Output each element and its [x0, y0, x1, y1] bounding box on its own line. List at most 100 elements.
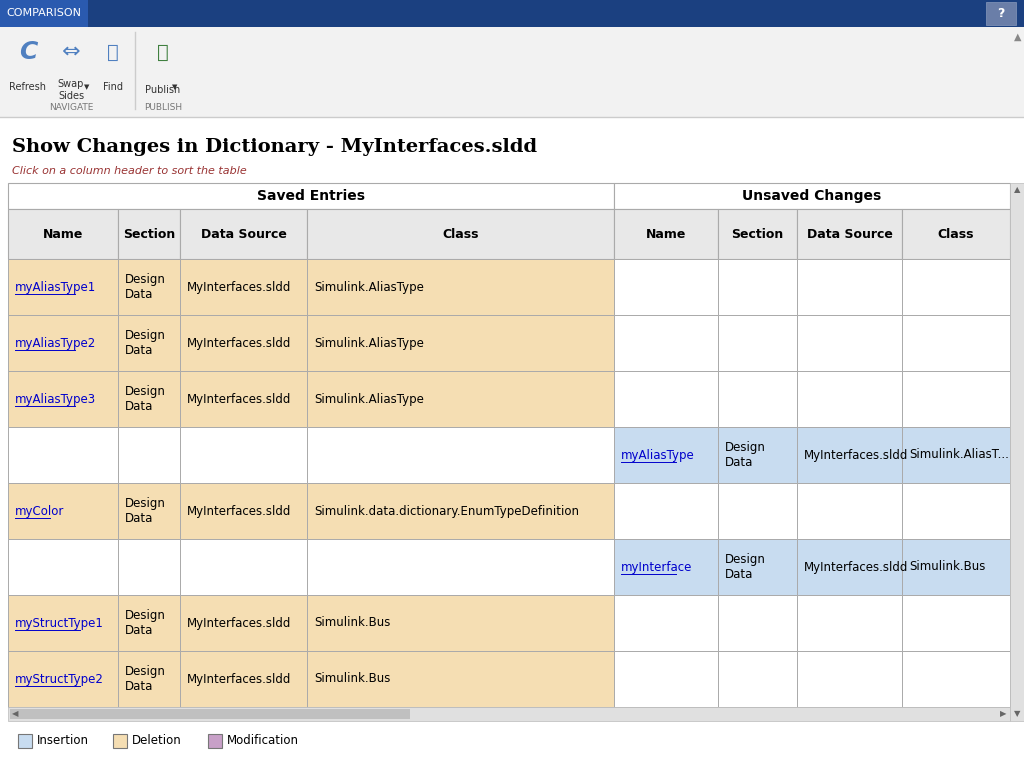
Text: Simulink.Bus: Simulink.Bus	[314, 673, 390, 686]
Bar	[902, 595, 1010, 651]
Text: COMPARISON: COMPARISON	[6, 8, 82, 18]
Bar	[180, 259, 307, 315]
Bar	[614, 427, 718, 483]
Bar	[797, 483, 902, 539]
Bar	[18, 734, 32, 748]
Bar	[614, 483, 718, 539]
Text: Modification: Modification	[227, 734, 299, 747]
Text: Deletion: Deletion	[132, 734, 181, 747]
Bar	[180, 651, 307, 707]
Text: Design
Data: Design Data	[125, 608, 166, 637]
Bar	[307, 427, 614, 483]
Text: Simulink.AliasT...: Simulink.AliasT...	[909, 449, 1009, 462]
Text: Data Source: Data Source	[807, 227, 893, 240]
Bar	[307, 483, 614, 539]
Bar	[0, 27, 1024, 117]
Text: myAliasType2: myAliasType2	[15, 336, 96, 349]
Bar	[307, 595, 614, 651]
Bar	[208, 734, 222, 748]
Bar	[118, 209, 180, 259]
Text: Section: Section	[123, 227, 175, 240]
Text: myAliasType1: myAliasType1	[15, 280, 96, 293]
Bar	[118, 259, 180, 315]
Bar	[8, 595, 118, 651]
Bar	[902, 371, 1010, 427]
Bar	[118, 539, 180, 595]
Bar	[614, 595, 718, 651]
Bar	[1010, 183, 1024, 721]
Text: C: C	[18, 40, 37, 64]
Bar	[180, 209, 307, 259]
Bar	[8, 371, 118, 427]
Bar	[307, 259, 614, 315]
Bar	[614, 371, 718, 427]
Bar	[8, 707, 1010, 721]
Bar	[902, 209, 1010, 259]
Bar	[614, 183, 1010, 209]
Bar	[307, 539, 614, 595]
Bar	[718, 371, 797, 427]
Text: MyInterfaces.sldd: MyInterfaces.sldd	[187, 280, 292, 293]
Bar	[0, 117, 1024, 768]
Text: 📋: 📋	[157, 42, 169, 61]
Bar	[614, 651, 718, 707]
Text: Design
Data: Design Data	[725, 552, 766, 581]
Bar	[180, 315, 307, 371]
Bar	[180, 427, 307, 483]
Bar	[718, 595, 797, 651]
Text: ⇔: ⇔	[61, 42, 80, 62]
Text: Saved Entries: Saved Entries	[257, 189, 365, 203]
Bar	[113, 734, 127, 748]
Bar	[718, 315, 797, 371]
Text: ▶: ▶	[999, 710, 1007, 719]
Bar	[797, 651, 902, 707]
Bar	[797, 259, 902, 315]
Text: ▼: ▼	[1014, 710, 1020, 719]
Bar	[902, 483, 1010, 539]
Text: Design
Data: Design Data	[125, 496, 166, 525]
Bar	[902, 539, 1010, 595]
Bar	[718, 427, 797, 483]
Bar	[8, 315, 118, 371]
Text: MyInterfaces.sldd: MyInterfaces.sldd	[187, 673, 292, 686]
Text: myStructType1: myStructType1	[15, 617, 103, 630]
Bar	[8, 209, 118, 259]
Text: MyInterfaces.sldd: MyInterfaces.sldd	[187, 505, 292, 518]
Bar	[118, 651, 180, 707]
Bar	[902, 259, 1010, 315]
Text: Section: Section	[731, 227, 783, 240]
Text: Refresh: Refresh	[9, 82, 46, 92]
Text: ▲: ▲	[1014, 186, 1020, 194]
Text: 🔍: 🔍	[108, 42, 119, 61]
Bar	[118, 483, 180, 539]
Text: Simulink.AliasType: Simulink.AliasType	[314, 336, 424, 349]
Bar	[797, 427, 902, 483]
Text: Design
Data: Design Data	[125, 385, 166, 413]
Bar	[902, 651, 1010, 707]
Text: MyInterfaces.sldd: MyInterfaces.sldd	[187, 617, 292, 630]
Bar	[118, 427, 180, 483]
Text: myAliasType: myAliasType	[621, 449, 694, 462]
Text: Click on a column header to sort the table: Click on a column header to sort the tab…	[12, 166, 247, 176]
Bar	[797, 595, 902, 651]
Text: Design
Data: Design Data	[125, 273, 166, 302]
Bar	[718, 539, 797, 595]
Text: MyInterfaces.sldd: MyInterfaces.sldd	[187, 336, 292, 349]
Bar	[8, 651, 118, 707]
Bar	[8, 483, 118, 539]
Bar	[718, 259, 797, 315]
Text: Simulink.Bus: Simulink.Bus	[909, 561, 985, 574]
Bar	[986, 2, 1016, 25]
Text: Simulink.AliasType: Simulink.AliasType	[314, 392, 424, 406]
Bar	[902, 315, 1010, 371]
Text: Design
Data: Design Data	[125, 329, 166, 357]
Text: MyInterfaces.sldd: MyInterfaces.sldd	[804, 561, 908, 574]
Text: ?: ?	[997, 7, 1005, 20]
Text: Simulink.data.dictionary.EnumTypeDefinition: Simulink.data.dictionary.EnumTypeDefinit…	[314, 505, 579, 518]
Bar	[8, 539, 118, 595]
Text: Show Changes in Dictionary - MyInterfaces.sldd: Show Changes in Dictionary - MyInterface…	[12, 138, 538, 156]
Bar	[614, 315, 718, 371]
Text: ▼: ▼	[172, 84, 178, 90]
Text: Design
Data: Design Data	[125, 664, 166, 694]
Bar	[307, 315, 614, 371]
